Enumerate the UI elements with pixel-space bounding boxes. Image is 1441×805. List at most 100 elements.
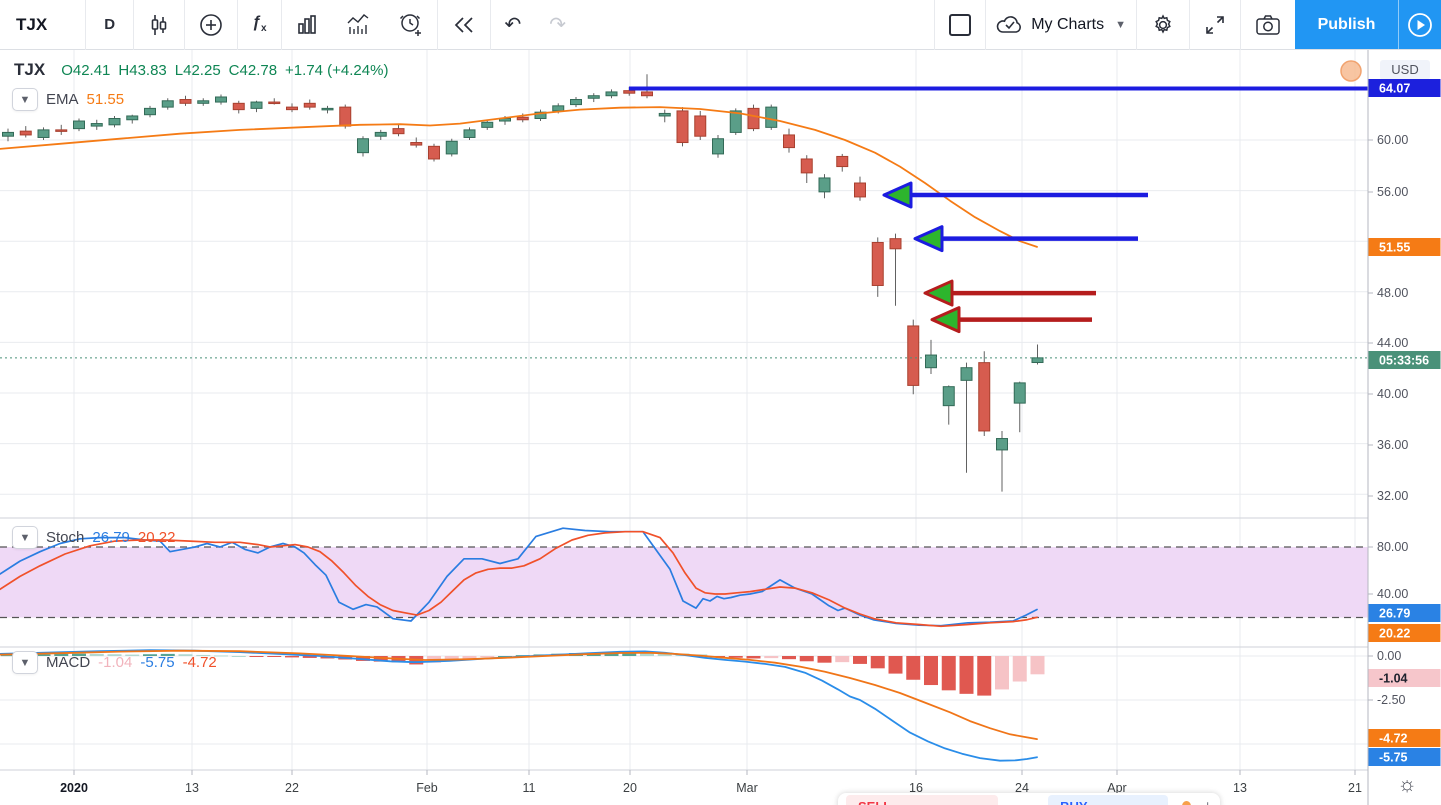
axis-tick-label: 48.00 <box>1377 286 1408 300</box>
toolbar-left-group: TJX D ƒx <box>0 0 580 50</box>
interval-button[interactable]: D <box>104 16 116 33</box>
axis-price-badge <box>1368 238 1441 256</box>
stoch-k-value: 26.79 <box>92 529 130 546</box>
replay-rewind-icon <box>452 13 476 37</box>
axis-tick-label: 36.00 <box>1377 438 1408 452</box>
collapse-stoch-button[interactable]: ▼ <box>12 526 38 549</box>
alert-button[interactable] <box>384 12 437 37</box>
axis-tick-label: 32.00 <box>1377 489 1408 503</box>
symbol-button[interactable]: TJX <box>16 14 48 34</box>
main-series-legend[interactable]: TJX O42.41 H43.83 L42.25 C42.78 +1.74 (+… <box>14 60 388 80</box>
stoch-d-value: 20.22 <box>137 529 176 546</box>
axis-tick-label: 0.00 <box>1377 649 1401 663</box>
axis-price-badge <box>1368 79 1441 97</box>
user-drawings[interactable] <box>0 60 1368 359</box>
arrow-marker-drawing[interactable] <box>913 225 1138 253</box>
time-axis[interactable]: 2020 13 22 Feb 11 20 Mar 16 24 Apr 13 21 <box>60 770 1362 795</box>
price-axis[interactable]: USD 60.00 56.00 48.00 44.00 40.00 36.00 32.00 80… <box>1367 50 1441 805</box>
publish-play-button[interactable] <box>1398 0 1441 49</box>
axis-badge-label: 05:33:56 <box>1379 354 1429 368</box>
alert-clock-icon <box>398 12 423 37</box>
stoch-label: Stoch <box>46 529 85 546</box>
my-charts-button[interactable]: My Charts ▼ <box>986 0 1136 49</box>
chevron-down-icon: ▼ <box>19 93 31 106</box>
time-axis-label: 16 <box>909 781 923 795</box>
collapse-macd-button[interactable]: ▼ <box>12 651 38 674</box>
currency-label: USD <box>1391 62 1418 77</box>
axis-price-badge <box>1368 624 1441 642</box>
cloud-check-icon <box>996 14 1024 36</box>
legend-open: O42.41 <box>61 61 111 79</box>
chart-pane-background[interactable] <box>0 50 1441 805</box>
time-axis-label: 2020 <box>60 781 88 795</box>
separator <box>489 0 491 50</box>
toolbar-right-group: My Charts ▼ Publish <box>934 0 1441 50</box>
axis-tick-label: 40.00 <box>1377 387 1408 401</box>
axis-badge-label: 64.07 <box>1379 82 1410 96</box>
broker-dot-icon <box>1182 801 1192 805</box>
panel-separators <box>0 517 1441 771</box>
compare-button[interactable] <box>185 13 237 37</box>
macd-legend: ▼ MACD -1.04 -5.75 -4.72 <box>12 651 217 674</box>
axis-price-badge <box>1368 351 1441 369</box>
forecast-button[interactable] <box>332 13 384 37</box>
theme-sun-button[interactable]: ☼ <box>1397 773 1417 796</box>
indicator-templates-button[interactable] <box>282 14 332 36</box>
arrow-marker-drawing[interactable] <box>930 306 1092 334</box>
time-axis-label: 20 <box>623 781 637 795</box>
separator <box>184 0 186 50</box>
legend-close: C42.78 <box>228 61 278 79</box>
undo-button[interactable]: ↶ <box>491 12 536 37</box>
separator <box>237 0 239 50</box>
time-axis-label: 11 <box>523 781 536 795</box>
my-charts-label: My Charts <box>1031 15 1105 33</box>
publish-button[interactable]: Publish <box>1295 0 1398 49</box>
separator <box>985 0 987 50</box>
separator <box>280 0 282 50</box>
time-axis-label: Apr <box>1107 781 1126 795</box>
legend-change: +1.74 (+4.24%) <box>285 61 389 79</box>
time-axis-label: 13 <box>1233 781 1247 795</box>
separator <box>85 0 87 50</box>
play-icon <box>1407 12 1433 38</box>
indicators-button[interactable]: ƒx <box>238 14 280 34</box>
axis-price-badge <box>1368 669 1441 687</box>
axis-price-badge <box>1368 604 1441 622</box>
legend-symbol: TJX <box>14 60 46 79</box>
legend-low: L42.25 <box>174 61 221 79</box>
collapse-pane-button[interactable]: ▼ <box>12 88 38 111</box>
axis-tick-label: 44.00 <box>1377 336 1408 350</box>
stoch-overbought-oversold-band <box>0 546 1368 619</box>
axis-tick-label: 60.00 <box>1377 133 1408 147</box>
buy-button[interactable]: BUY <box>1048 795 1169 805</box>
widget-plus-button[interactable]: + <box>1203 798 1212 805</box>
bar-replay-button[interactable] <box>438 13 490 37</box>
chart-style-button[interactable] <box>134 14 184 36</box>
chevron-down-icon: ▼ <box>19 531 31 544</box>
axis-badge-label: 51.55 <box>1379 241 1410 255</box>
forecast-wave-icon <box>346 13 370 37</box>
legend-high: H43.83 <box>118 61 167 79</box>
arrow-marker-drawing[interactable] <box>923 279 1096 307</box>
axis-badge-label: 20.22 <box>1379 627 1410 641</box>
axis-tick-label: 56.00 <box>1377 185 1408 199</box>
candlestick-series <box>2 74 1044 492</box>
macd-signal-value: -4.72 <box>182 654 217 671</box>
time-axis-label: 24 <box>1015 781 1029 795</box>
screenshot-button[interactable] <box>1241 0 1295 49</box>
template-bars-icon <box>296 14 318 36</box>
stoch-lines <box>0 527 1038 628</box>
idea-marker-circle[interactable] <box>1340 60 1362 82</box>
layout-button[interactable] <box>935 0 985 49</box>
sell-button[interactable]: SELL <box>846 795 999 805</box>
ema-label: EMA <box>46 91 79 108</box>
stoch-legend: ▼ Stoch 26.79 20.22 <box>12 526 175 549</box>
redo-button[interactable]: ↷ <box>535 12 580 37</box>
fullscreen-button[interactable] <box>1190 0 1240 49</box>
macd-line-value: -5.75 <box>140 654 175 671</box>
arrow-marker-drawing[interactable] <box>882 181 1148 209</box>
macd-lines <box>0 649 1038 762</box>
time-axis-label: 13 <box>185 781 199 795</box>
chart-settings-button[interactable] <box>1137 0 1189 49</box>
